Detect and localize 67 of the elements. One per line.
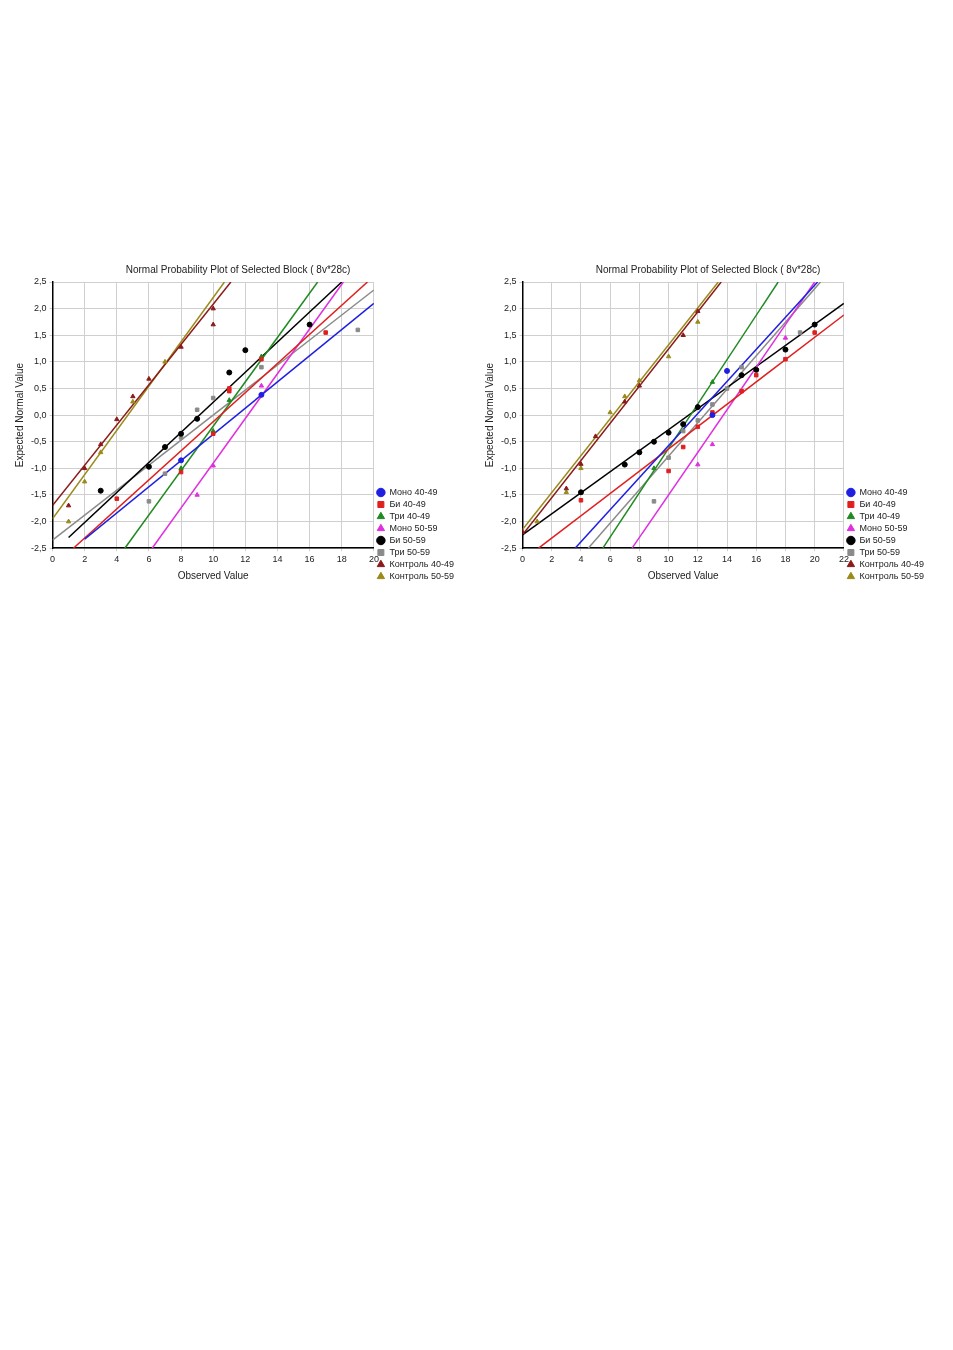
x-tick-label: 20	[368, 554, 379, 565]
x-tick-label: 10	[208, 554, 219, 565]
x-tick-label: 18	[336, 554, 347, 565]
y-tick-label: -2,0	[30, 516, 47, 527]
y-tick-label: -1,0	[30, 462, 47, 473]
y-tick-label: -0,5	[500, 436, 517, 447]
x-tick-label: 6	[607, 554, 613, 565]
chart-title: Normal Probability Plot of Selected Block ( 8v*28c)	[595, 263, 821, 275]
x-tick-label: 20	[809, 554, 820, 565]
legend-label: Контроль 40-49	[859, 558, 925, 569]
legend-label: Три 40-49	[389, 510, 430, 521]
y-tick-label: 0,5	[503, 382, 517, 393]
x-tick-label: 4	[114, 554, 120, 565]
legend-label: Би 50-59	[859, 534, 896, 545]
y-tick-label: 2,5	[503, 276, 517, 287]
x-tick-label: 18	[780, 554, 791, 565]
legend-label: Би 40-49	[859, 498, 896, 509]
legend-label: Три 40-49	[859, 510, 900, 521]
x-tick-label: 0	[50, 554, 56, 565]
x-tick-label: 0	[520, 554, 526, 565]
x-tick-label: 14	[272, 554, 283, 565]
x-tick-label: 10	[663, 554, 674, 565]
chart-title: Normal Probability Plot of Selected Block ( 8v*28c)	[125, 263, 351, 275]
x-axis-title: Observed Value	[647, 569, 720, 581]
legend-label: Би 50-59	[389, 534, 426, 545]
y-tick-label: -1,0	[500, 462, 517, 473]
x-axis-title: Observed Value	[177, 569, 250, 581]
y-tick-label: -2,5	[30, 542, 47, 553]
x-tick-label: 8	[636, 554, 642, 565]
y-tick-label: 2,0	[33, 303, 47, 314]
y-tick-label: 0,0	[33, 409, 47, 420]
x-tick-label: 14	[722, 554, 733, 565]
y-tick-label: 1,0	[503, 356, 517, 367]
legend-label: Контроль 40-49	[389, 558, 455, 569]
x-tick-label: 8	[178, 554, 184, 565]
y-axis-title: Expected Normal Value	[483, 362, 495, 468]
y-tick-label: -1,5	[30, 489, 47, 500]
y-tick-label: 0,0	[503, 409, 517, 420]
y-tick-label: -0,5	[30, 436, 47, 447]
x-tick-label: 2	[549, 554, 555, 565]
x-tick-label: 6	[146, 554, 152, 565]
y-tick-label: 1,5	[33, 329, 47, 340]
y-axis-title: Expected Normal Value	[13, 362, 25, 468]
y-tick-label: -2,5	[500, 542, 517, 553]
y-tick-label: -1,5	[500, 489, 517, 500]
y-tick-label: -2,0	[500, 516, 517, 527]
x-tick-label: 4	[578, 554, 584, 565]
x-tick-label: 16	[304, 554, 315, 565]
x-tick-label: 2	[82, 554, 88, 565]
y-tick-label: 0,5	[33, 382, 47, 393]
legend-label: Моно 50-59	[859, 522, 908, 533]
legend-label: Моно 50-59	[389, 522, 438, 533]
legend-label: Контроль 50-59	[389, 570, 455, 581]
legend-label: Би 40-49	[389, 498, 426, 509]
legend-label: Три 50-59	[389, 546, 430, 557]
x-tick-label: 12	[240, 554, 251, 565]
y-tick-label: 1,0	[33, 356, 47, 367]
y-tick-label: 2,0	[503, 303, 517, 314]
x-tick-label: 12	[692, 554, 703, 565]
legend-label: Контроль 50-59	[859, 570, 925, 581]
x-tick-label: 16	[751, 554, 762, 565]
x-tick-label: 22	[838, 554, 849, 565]
y-tick-label: 2,5	[33, 276, 47, 287]
legend-label: Три 50-59	[859, 546, 900, 557]
legend-label: Моно 40-49	[859, 486, 908, 497]
y-tick-label: 1,5	[503, 329, 517, 340]
legend-label: Моно 40-49	[389, 486, 438, 497]
